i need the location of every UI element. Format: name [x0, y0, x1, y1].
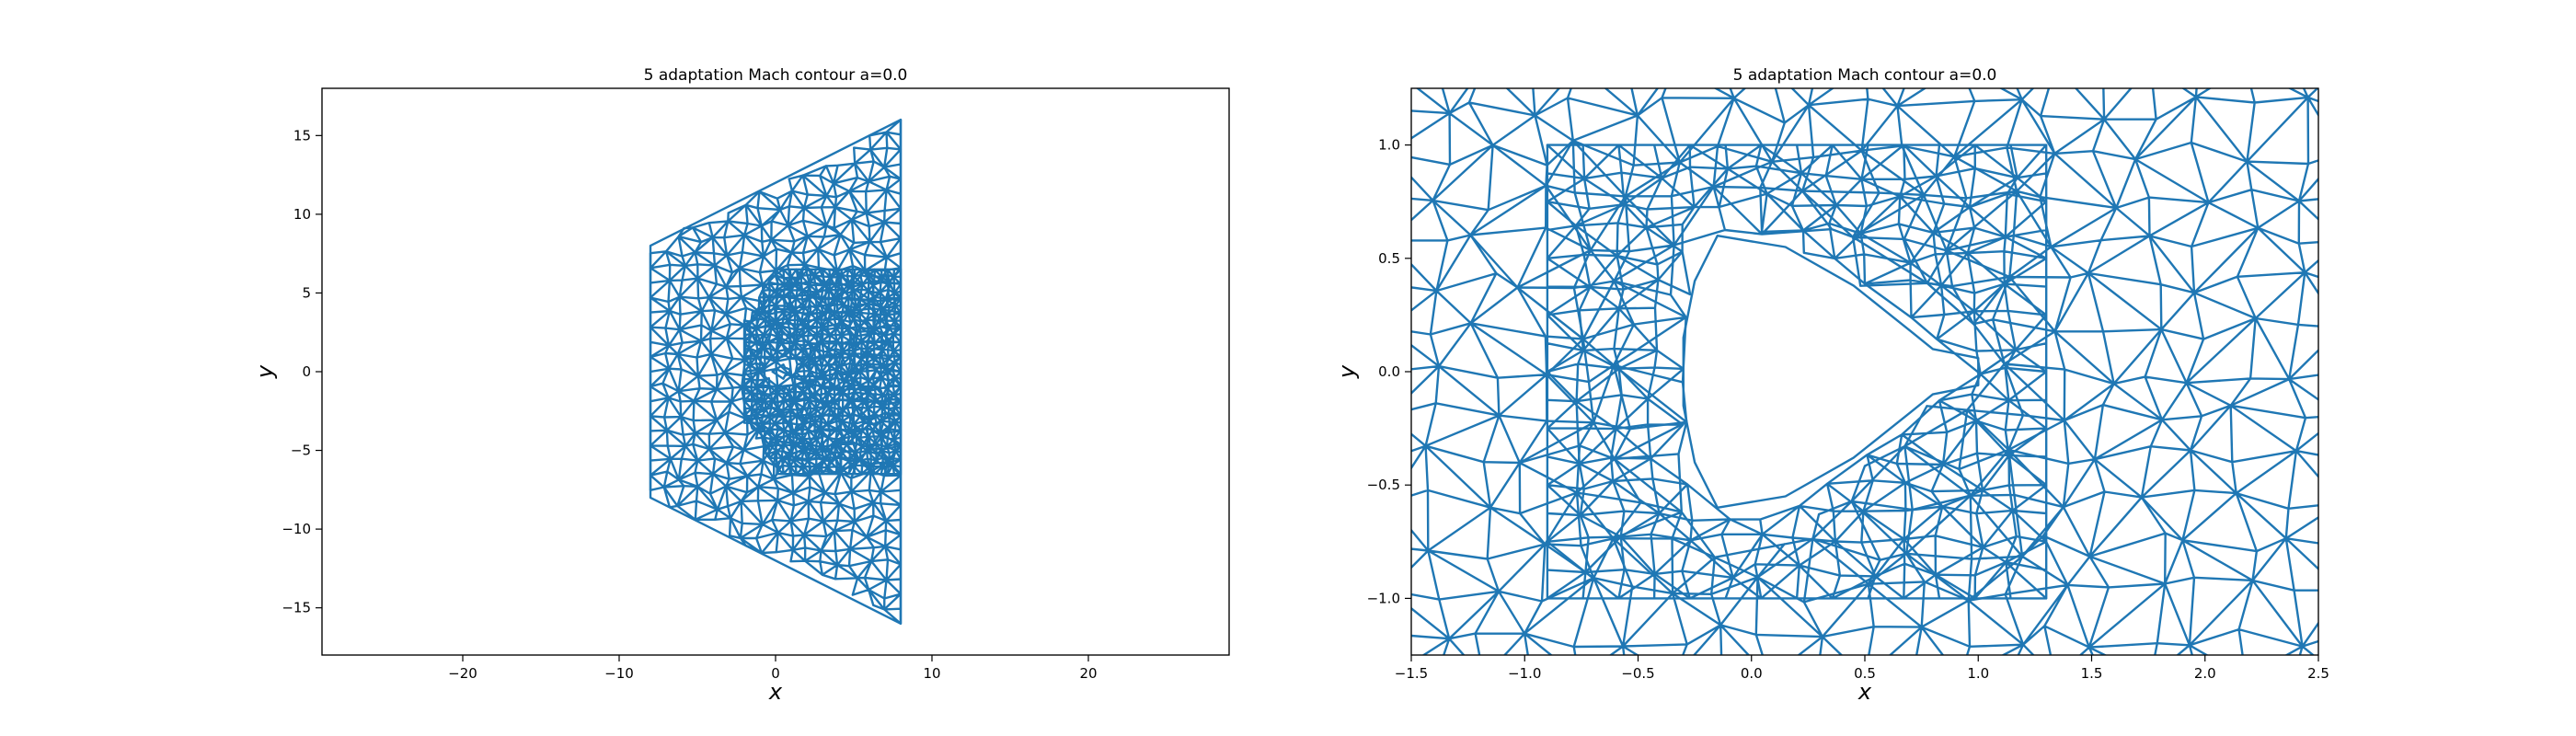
- y-tick-label: −10: [282, 521, 311, 537]
- right-plot-area: [1410, 87, 2319, 656]
- left-refined-mesh-lines: [742, 268, 903, 476]
- y-tick-label: −1.0: [1367, 590, 1400, 606]
- x-tick-label: −0.5: [1621, 665, 1654, 682]
- left-x-axis-label: x: [768, 679, 783, 705]
- right-axis-ticks: −1.5 −1.0 −0.5 0.0 0.5 1.0 1.5 2.0 2.5 −1.0 −0.5 0.…: [1367, 137, 2329, 682]
- x-tick-label: 1.5: [2081, 665, 2103, 682]
- x-tick-label: −20: [448, 665, 477, 682]
- x-tick-label: 0: [771, 665, 780, 682]
- right-x-axis-label: x: [1857, 679, 1872, 705]
- y-tick-label: −15: [282, 600, 311, 616]
- right-plot-title: 5 adaptation Mach contour a=0.0: [1733, 66, 1997, 85]
- left-mesh-plot: −20 −10 0 10 20 −15 −10 −5 0 5 10 15 5 adaptation M…: [252, 66, 1230, 705]
- left-domain-boundary: [649, 119, 903, 625]
- x-tick-label: 1.0: [1967, 665, 1989, 682]
- y-tick-label: 0.5: [1378, 250, 1400, 267]
- x-tick-label: −10: [604, 665, 634, 682]
- x-tick-label: −1.0: [1508, 665, 1541, 682]
- left-mesh: [649, 119, 903, 625]
- right-y-axis-label: y: [1334, 364, 1360, 379]
- right-refined-mesh-lines: [1546, 144, 2048, 600]
- right-mesh: [1411, 88, 2318, 655]
- x-tick-label: −1.5: [1395, 665, 1428, 682]
- y-tick-label: 10: [293, 206, 311, 223]
- x-tick-label: 0.0: [1741, 665, 1763, 682]
- x-tick-label: 10: [923, 665, 940, 682]
- y-tick-label: 0.0: [1378, 363, 1400, 380]
- right-mesh-plot: −1.5 −1.0 −0.5 0.0 0.5 1.0 1.5 2.0 2.5 −1.0 −0.5 0.…: [1334, 66, 2329, 705]
- left-y-axis-label: y: [252, 364, 278, 379]
- x-tick-label: 0.5: [1854, 665, 1876, 682]
- x-tick-label: 2.0: [2194, 665, 2216, 682]
- x-tick-label: 20: [1079, 665, 1097, 682]
- left-body-outline: [771, 363, 791, 380]
- left-plot-title: 5 adaptation Mach contour a=0.0: [644, 66, 908, 85]
- y-tick-label: 1.0: [1378, 137, 1400, 154]
- left-axis-ticks: −20 −10 0 10 20 −15 −10 −5 0 5 10 15: [282, 127, 1097, 682]
- y-tick-label: 15: [293, 127, 311, 144]
- x-tick-label: 2.5: [2307, 665, 2329, 682]
- y-tick-label: 0: [302, 363, 311, 380]
- right-body-outline: [1682, 235, 1980, 509]
- y-tick-label: −5: [291, 443, 311, 459]
- y-tick-label: −0.5: [1367, 477, 1400, 493]
- y-tick-label: 5: [302, 284, 311, 301]
